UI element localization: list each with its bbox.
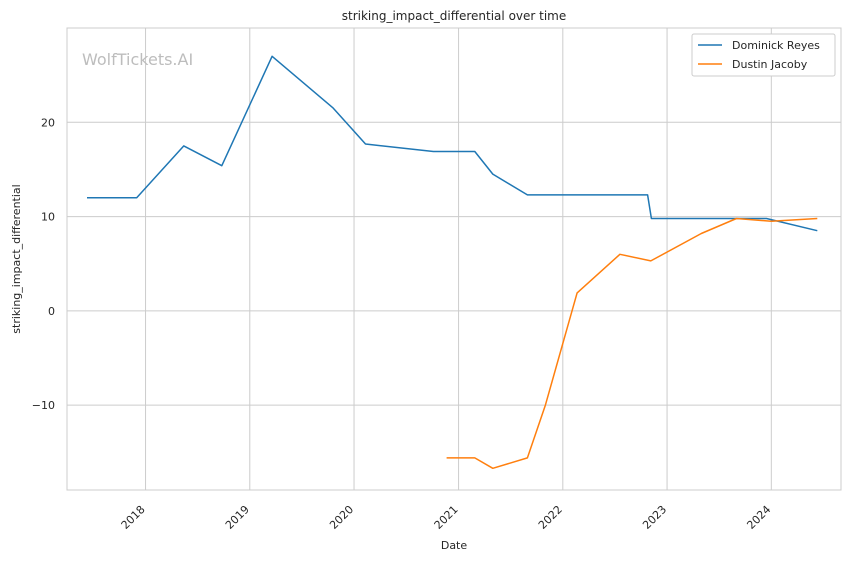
watermark: WolfTickets.AI — [82, 50, 193, 69]
legend: Dominick Reyes Dustin Jacoby — [691, 33, 836, 77]
plot-frame — [66, 27, 842, 491]
legend-label: Dominick Reyes — [732, 39, 820, 52]
series-line-dominick-reyes — [87, 55, 818, 232]
y-tick-label: 0 — [48, 305, 55, 318]
legend-label: Dustin Jacoby — [732, 58, 808, 71]
grid-lines — [67, 28, 841, 490]
chart-title: striking_impact_differential over time — [342, 9, 567, 23]
series-layer — [87, 55, 818, 470]
y-tick-label: 10 — [41, 211, 55, 224]
y-axis-label: striking_impact_differential — [10, 184, 23, 333]
x-axis-label: Date — [441, 539, 468, 552]
plot-area — [67, 28, 841, 490]
y-tick-label: 20 — [41, 116, 55, 129]
series-line-dustin-jacoby — [446, 217, 818, 470]
y-axis-ticks: −10 0 10 20 — [32, 116, 55, 412]
y-tick-label: −10 — [32, 399, 55, 412]
legend-box — [691, 33, 836, 77]
